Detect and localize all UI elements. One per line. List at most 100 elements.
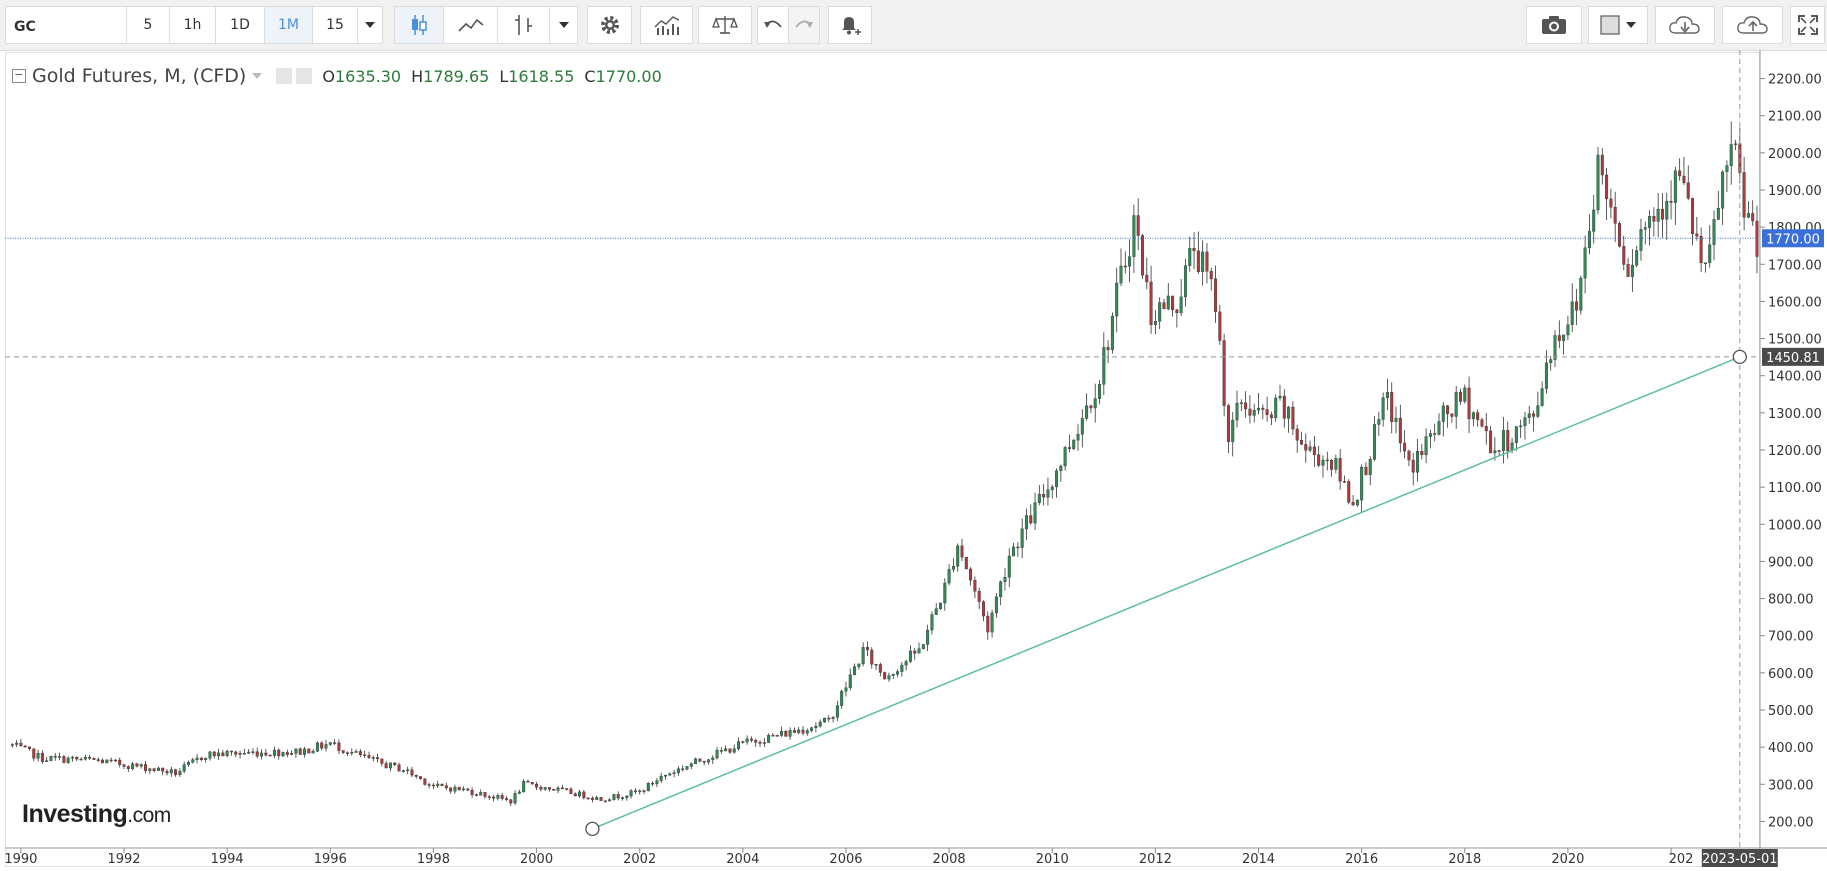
candle-body: [474, 794, 478, 796]
candle-body: [724, 748, 728, 752]
candle-body: [165, 771, 169, 774]
time-tick-label: 2020: [1551, 852, 1584, 867]
candle-body: [23, 745, 27, 748]
candle-body: [1282, 395, 1286, 419]
candle-body: [371, 757, 375, 759]
interval-1d-button[interactable]: 1D: [215, 6, 265, 44]
candle-body: [1480, 419, 1484, 427]
candle-body: [737, 741, 741, 750]
time-tick-label: 2004: [726, 852, 759, 867]
candle-body: [767, 735, 771, 743]
legend-chevron-down-icon[interactable]: [252, 73, 263, 79]
legend-settings-icon[interactable]: [296, 68, 313, 84]
candle-body: [1171, 295, 1175, 311]
layout-button[interactable]: [1588, 6, 1648, 44]
candle-body: [247, 751, 251, 754]
time-axis[interactable]: 1990 1992 1994 1996 1998 2000 2002 2004 2006 2008…: [4, 848, 1693, 867]
candle-body: [1583, 247, 1587, 279]
bars-style-button[interactable]: [497, 6, 550, 44]
crosshair-date-label: 2023-05-01: [1701, 849, 1778, 867]
indicators-button[interactable]: [640, 6, 693, 44]
line-style-button[interactable]: [443, 6, 498, 44]
candle-body: [1295, 428, 1299, 441]
candlestick-icon: [412, 15, 427, 35]
candle-body: [1476, 412, 1480, 420]
candle-body: [1428, 433, 1432, 437]
chart-style-dropdown-button[interactable]: [549, 6, 578, 44]
candle-body: [161, 767, 165, 772]
interval-1m-button[interactable]: 1M: [264, 6, 313, 44]
candle-body: [874, 663, 878, 666]
candle-body: [427, 784, 431, 786]
candle-body: [835, 705, 839, 718]
candle-body: [1209, 271, 1213, 280]
trendline-start-handle[interactable]: [585, 821, 600, 837]
candle-body: [1278, 395, 1282, 399]
candle-body: [1587, 231, 1591, 249]
candle-body: [470, 789, 474, 795]
price-tick-label: 1500.00: [1768, 333, 1822, 348]
candle-body: [573, 793, 577, 797]
candle-body: [1729, 144, 1733, 166]
candle-body: [1261, 407, 1265, 410]
candle-body: [66, 757, 70, 763]
candle-body: [1072, 439, 1076, 449]
settings-button[interactable]: [587, 6, 632, 44]
candle-body: [79, 758, 83, 761]
candle-body: [1557, 335, 1561, 341]
price-tick-label: 2100.00: [1768, 110, 1822, 125]
candle-body: [1665, 201, 1669, 220]
chevron-down-icon: [558, 22, 569, 28]
compare-button[interactable]: [698, 6, 752, 44]
candle-body: [1063, 447, 1067, 467]
candle-body: [462, 788, 466, 791]
legend-visibility-icon[interactable]: [276, 68, 293, 84]
candle-body: [195, 757, 199, 760]
interval-dropdown-button[interactable]: [357, 6, 383, 44]
area-chart-icon: [457, 18, 484, 32]
candle-body: [638, 790, 642, 793]
candle-body: [178, 771, 182, 776]
candle-body: [509, 799, 513, 804]
candle-body: [685, 766, 689, 770]
undo-button[interactable]: [757, 6, 789, 44]
fullscreen-button[interactable]: [1790, 6, 1825, 44]
candle-body: [1639, 229, 1643, 251]
save-chart-button[interactable]: [1722, 6, 1783, 44]
trendline[interactable]: [592, 356, 1741, 830]
candle-body: [1493, 450, 1497, 454]
candle-body: [199, 757, 203, 760]
load-chart-button[interactable]: [1655, 6, 1715, 44]
candle-body: [715, 750, 719, 759]
candle-body: [1076, 434, 1080, 441]
snapshot-button[interactable]: [1526, 6, 1582, 44]
candle-body: [621, 797, 625, 799]
time-tick-label: 2000: [520, 852, 553, 867]
candle-body: [1368, 459, 1372, 476]
redo-button[interactable]: [788, 6, 820, 44]
candle-body: [960, 545, 964, 558]
candle-body: [1489, 430, 1493, 454]
candle-body: [865, 647, 869, 651]
candle-body: [354, 751, 358, 753]
candle-body: [681, 768, 685, 770]
candle-body: [53, 756, 57, 758]
candle-body: [578, 791, 582, 797]
candle-body: [986, 615, 990, 633]
trendline-end-handle[interactable]: [1732, 349, 1747, 364]
candle-body: [225, 750, 229, 757]
candle-body: [1351, 502, 1355, 506]
interval-15-button[interactable]: 15: [312, 6, 358, 44]
candle-body: [818, 721, 822, 727]
candle-body: [1153, 321, 1157, 325]
price-axis[interactable]: 200.00 300.00 400.00 500.00 600.00 700.00 800.…: [1760, 73, 1822, 831]
alert-button[interactable]: [828, 6, 872, 44]
candle-body: [698, 758, 702, 762]
candle-body: [1377, 419, 1381, 425]
symbol-input[interactable]: GC: [5, 6, 127, 44]
candle-body: [883, 672, 887, 680]
legend-collapse-toggle[interactable]: −: [12, 69, 26, 83]
candle-body: [1140, 235, 1144, 276]
candle-body: [105, 759, 109, 764]
